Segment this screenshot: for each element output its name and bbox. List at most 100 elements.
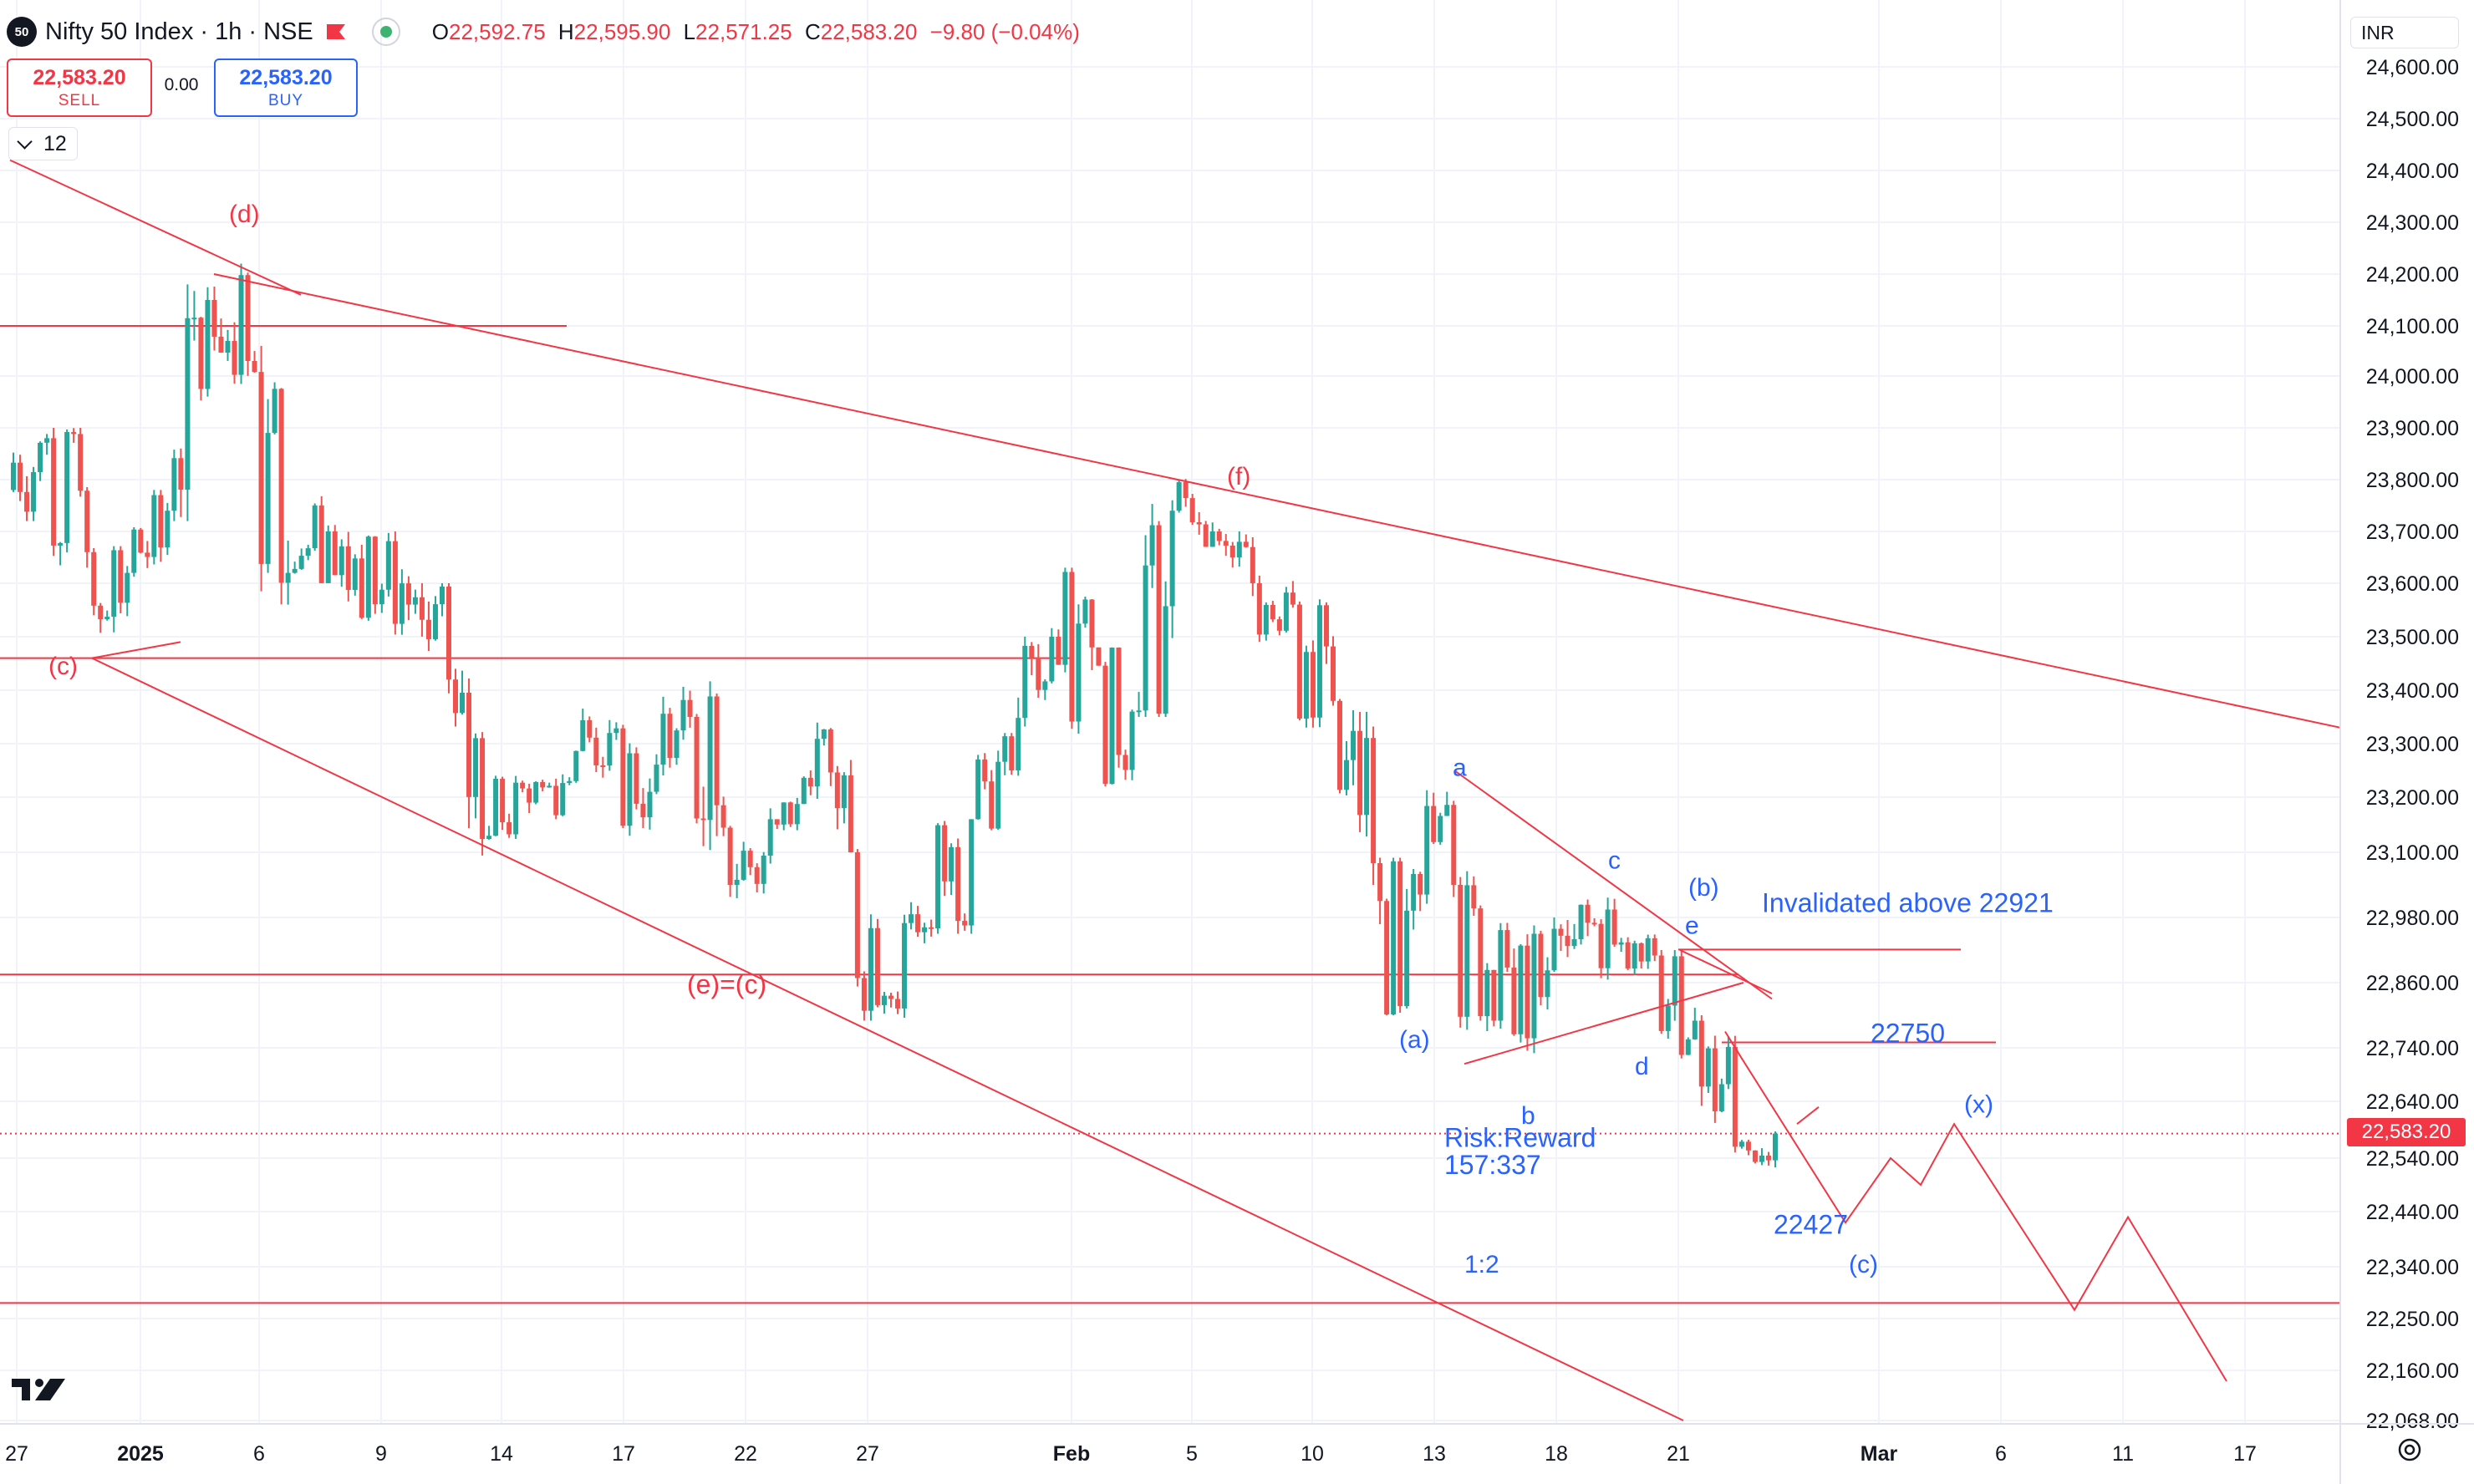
candle-body (915, 914, 921, 933)
candle-body (1418, 874, 1423, 895)
candle-body (567, 780, 573, 784)
wave-label: Risk:Reward (1444, 1122, 1596, 1152)
candle-body (754, 867, 760, 884)
projection-path (1724, 1030, 2227, 1382)
candle-body (1263, 604, 1269, 635)
price-tick-label: 22,640.00 (2366, 1090, 2459, 1114)
candle-body (125, 572, 130, 603)
candle-body (1611, 909, 1617, 945)
sell-button[interactable]: 22,583.20 SELL (7, 58, 152, 117)
candle-body (58, 542, 64, 546)
open-value: 22,592.75 (448, 18, 546, 44)
flag-icon[interactable] (325, 23, 347, 41)
candle-body (1718, 1084, 1724, 1111)
buy-label: BUY (267, 91, 304, 109)
price-tick-label: 23,500.00 (2366, 626, 2459, 649)
candle-body (667, 714, 673, 759)
candle-body (1712, 1048, 1718, 1111)
candle-body (171, 458, 177, 511)
candle-body (138, 529, 144, 553)
candle-body (868, 928, 873, 1011)
candle-body (1069, 572, 1075, 722)
time-tick-label: 6 (253, 1442, 265, 1466)
wave-label: Invalidated above 22921 (1762, 888, 2054, 918)
candle-body (1464, 885, 1470, 1017)
candle-body (700, 818, 706, 821)
candle-body (634, 753, 639, 804)
low-key: L (683, 18, 696, 44)
tradingview-logo-icon[interactable] (12, 1375, 65, 1404)
ohlc-readout: O22,592.75 H22,595.90 L22,571.25 C22,583… (425, 19, 1080, 45)
price-tick-label: 23,100.00 (2366, 841, 2459, 865)
candle-body (747, 851, 753, 867)
time-tick-label: 14 (490, 1442, 513, 1466)
candle-body (352, 558, 358, 590)
candle-body (781, 802, 786, 825)
candle-body (989, 781, 995, 829)
price-tick-label: 22,250.00 (2366, 1308, 2459, 1331)
candle-body (774, 819, 780, 825)
price-tick-label: 23,200.00 (2366, 786, 2459, 810)
time-tick-label: 17 (2233, 1442, 2257, 1466)
candle-body (922, 927, 928, 933)
candle-body (1056, 637, 1061, 665)
candle-body (453, 679, 459, 714)
candle-body (942, 825, 948, 882)
high-key: H (557, 18, 574, 44)
price-tick-label: 23,800.00 (2366, 469, 2459, 492)
candle-body (1444, 805, 1450, 816)
candle-body (1283, 592, 1289, 631)
time-tick-label: 6 (1995, 1442, 2007, 1466)
candle-body (11, 462, 17, 490)
candle-body (1189, 498, 1195, 522)
candle-body (339, 546, 344, 576)
candle-body (834, 772, 840, 809)
candle-body (1478, 908, 1484, 1017)
candle-body (1116, 648, 1122, 755)
candle-body (1558, 928, 1564, 936)
candle-body (1645, 938, 1651, 962)
buy-button[interactable]: 22,583.20 BUY (214, 58, 358, 117)
candle-body (278, 389, 284, 583)
candle-body (807, 777, 813, 787)
candle-body (794, 804, 800, 825)
candle-body (821, 729, 827, 739)
high-value: 22,595.90 (573, 18, 671, 44)
candle-body (1109, 648, 1115, 785)
candle-body (520, 782, 526, 789)
candle-body (647, 791, 653, 818)
candle-body (1203, 524, 1209, 547)
time-tick-label: 10 (1301, 1442, 1324, 1466)
candle-body (1009, 736, 1015, 770)
currency-selector[interactable]: INR (2350, 17, 2459, 48)
candle-body (801, 777, 807, 805)
candle-body (1618, 942, 1624, 945)
candle-body (1431, 806, 1437, 842)
candle-body (909, 914, 914, 923)
candle-body (500, 779, 506, 823)
chart-grid (0, 0, 2340, 1424)
candle-body (1725, 1046, 1731, 1085)
settings-gear-icon[interactable] (2395, 1436, 2424, 1464)
candle-body (1772, 1133, 1778, 1161)
candle-body (1397, 861, 1403, 1007)
indicators-toggle[interactable]: 12 (8, 127, 78, 160)
candle-body (1082, 599, 1088, 624)
candle-body (111, 550, 117, 617)
candle-body (1732, 1046, 1738, 1147)
candle-body (1102, 665, 1108, 785)
candle-body (1196, 521, 1202, 525)
candle-body (345, 546, 351, 590)
last-price-tag: 22,583.20 (2347, 1118, 2466, 1146)
candle-body (1745, 1141, 1751, 1151)
wave-label: (d) (229, 201, 260, 228)
candle-body (493, 779, 499, 836)
sell-label: SELL (58, 91, 101, 109)
candle-body (1605, 909, 1611, 968)
price-tick-label: 22,980.00 (2366, 907, 2459, 930)
symbol-title[interactable]: Nifty 50 Index · 1h · NSE (45, 18, 313, 45)
candle-body (1163, 606, 1168, 714)
symbol-badge[interactable]: 50 (7, 17, 37, 47)
candle-body (1344, 760, 1350, 790)
